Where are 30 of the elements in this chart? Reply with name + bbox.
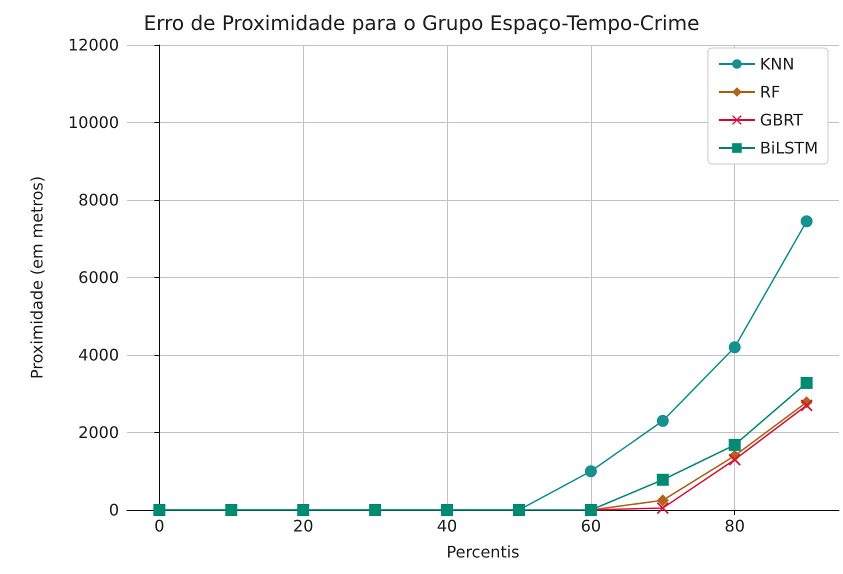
x-tick-label: 20 (293, 516, 314, 536)
legend-label: BiLSTM (760, 138, 818, 158)
y-tick-label: 6000 (78, 268, 119, 287)
point (656, 414, 669, 427)
y-tick-label: 4000 (78, 346, 119, 364)
y-tick-label: 0 (108, 500, 119, 520)
point (800, 215, 813, 228)
x-tick-label: 80 (724, 516, 745, 536)
legend-label: RF (760, 82, 780, 102)
x-tick-label: 60 (580, 516, 602, 536)
y-tick-label: 8000 (78, 190, 119, 210)
point (800, 376, 813, 389)
point (728, 454, 741, 466)
legend-label: GBRT (760, 110, 804, 130)
point (728, 341, 741, 354)
point (728, 438, 741, 451)
y-tick-label: 2000 (78, 423, 119, 442)
point (800, 399, 813, 412)
x-tick-label: 40 (436, 516, 458, 536)
y-tick-label: 10000 (68, 113, 119, 132)
y-axis-title: Proximidade (em metros) (28, 176, 46, 379)
point (656, 494, 669, 506)
x-axis-title: Percentis (446, 542, 520, 562)
legend-label: KNN (760, 54, 794, 74)
point (656, 474, 669, 486)
point (656, 502, 669, 514)
x-tick-label: 0 (154, 516, 164, 536)
chart-title: Erro de Proximidade para o Grupo Espaço-Tempo-Crime (144, 11, 700, 35)
y-tick-label: 12000 (68, 36, 119, 54)
point (584, 465, 597, 478)
